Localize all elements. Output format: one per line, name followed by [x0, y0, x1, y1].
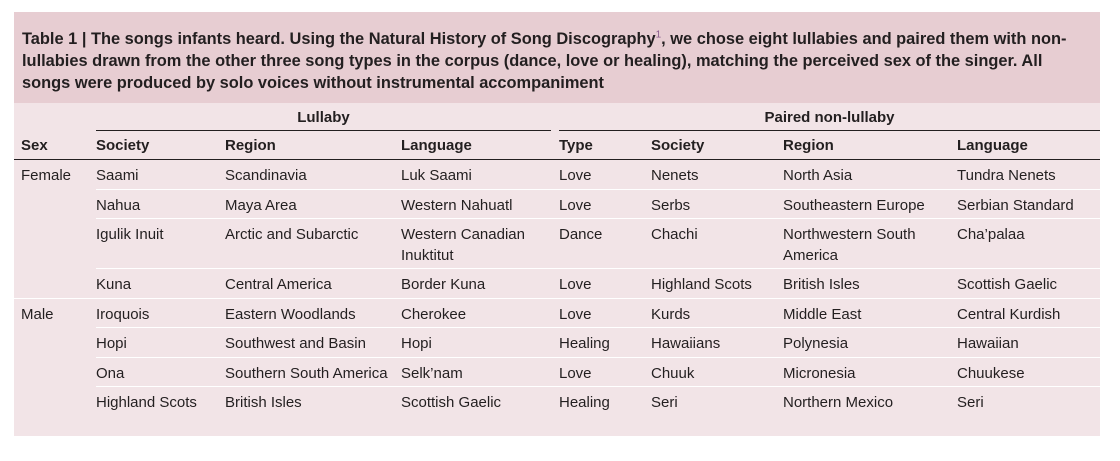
group-header-row: Lullaby Paired non-lullaby [14, 103, 1100, 131]
table-caption: Table 1 | The songs infants heard. Using… [14, 12, 1100, 103]
cell-type: Healing [559, 386, 651, 416]
cell-sex [14, 219, 96, 269]
cell-language: Western Nahuatl [401, 188, 551, 219]
table-row: Igulik Inuit Arctic and Subarctic Wester… [14, 218, 1100, 269]
cell-paired-region: Northwestern South America [783, 218, 957, 269]
table-row: Highland Scots British Isles Scottish Ga… [14, 386, 1100, 416]
cell-language: Border Kuna [401, 268, 551, 298]
cell-sex [14, 189, 96, 219]
cell-paired-language: Hawaiian [957, 327, 1100, 357]
cell-language: Cherokee [401, 297, 551, 328]
cell-paired-region: Northern Mexico [783, 386, 957, 416]
cell-language: Hopi [401, 327, 551, 357]
cell-paired-language: Cha’palaa [957, 218, 1100, 269]
cell-language: Scottish Gaelic [401, 386, 551, 416]
group-header-lullaby: Lullaby [96, 103, 551, 131]
cell-sex [14, 269, 96, 299]
cell-type: Dance [559, 218, 651, 269]
column-header-language: Language [401, 130, 551, 160]
cell-paired-region: Polynesia [783, 327, 957, 357]
cell-paired-society: Chuuk [651, 356, 783, 387]
column-header-sex: Sex [14, 130, 96, 160]
cell-region: Scandinavia [225, 167, 307, 184]
cell-paired-region: Middle East [783, 297, 957, 328]
cell-type: Love [559, 297, 651, 328]
cell-sex [14, 387, 96, 416]
column-header-paired-society: Society [651, 130, 783, 160]
cell-paired-region: British Isles [783, 268, 957, 298]
cell-region: Central America [225, 268, 401, 298]
cell-paired-region: Micronesia [783, 356, 957, 387]
cell-paired-society: Highland Scots [651, 268, 783, 298]
table-row: Kuna Central America Border Kuna Love Hi… [14, 268, 1100, 299]
table-row: Hopi Southwest and Basin Hopi Healing Ha… [14, 327, 1100, 358]
cell-region: Southwest and Basin [225, 327, 401, 357]
songs-table: Lullaby Paired non-lullaby Sex Society R… [14, 103, 1100, 416]
cell-sex: Male [14, 297, 96, 328]
cell-society: Igulik Inuit [96, 218, 225, 269]
cell-region: British Isles [225, 386, 401, 416]
cell-society: Kuna [96, 268, 225, 298]
cell-paired-society: Kurds [651, 297, 783, 328]
cell-paired-language: Tundra Nenets [957, 167, 1056, 184]
cell-region: Southern South America [225, 356, 401, 387]
cell-paired-language: Central Kurdish [957, 297, 1100, 328]
cell-society: Nahua [96, 188, 225, 219]
cell-type: Love [559, 356, 651, 387]
cell-type: Love [559, 188, 651, 219]
cell-language: Western Canadian Inuktitut [401, 218, 551, 269]
table-row: Female Saami Scandinavia Luk Saami Love … [14, 160, 1100, 190]
table-1: Table 1 | The songs infants heard. Using… [14, 12, 1100, 436]
cell-paired-language: Scottish Gaelic [957, 268, 1100, 298]
caption-text-cont: , we chose eight lullabies and paired th… [22, 30, 1067, 92]
cell-language: Luk Saami [401, 167, 472, 184]
table-row: Male Iroquois Eastern Woodlands Cherokee… [14, 297, 1100, 328]
caption-label: Table 1 | [22, 30, 87, 48]
cell-type: Healing [559, 327, 651, 357]
cell-type: Love [559, 268, 651, 298]
column-header-region: Region [225, 130, 401, 160]
cell-paired-society: Hawaiians [651, 327, 783, 357]
cell-society: Highland Scots [96, 386, 225, 416]
cell-language: Selk’nam [401, 356, 551, 387]
group-header-paired: Paired non-lullaby [559, 103, 1100, 131]
cell-paired-society: Nenets [651, 167, 699, 184]
table-row: Ona Southern South America Selk’nam Love… [14, 356, 1100, 387]
column-header-society: Society [96, 130, 225, 160]
cell-paired-language: Serbian Standard [957, 188, 1100, 219]
table-body: Female Saami Scandinavia Luk Saami Love … [14, 160, 1100, 416]
cell-paired-language: Chuukese [957, 356, 1100, 387]
cell-society: Ona [96, 356, 225, 387]
cell-paired-language: Seri [957, 386, 1100, 416]
cell-region: Maya Area [225, 188, 401, 219]
cell-region: Eastern Woodlands [225, 297, 401, 328]
cell-region: Arctic and Subarctic [225, 218, 401, 269]
cell-paired-society: Seri [651, 386, 783, 416]
cell-society: Hopi [96, 327, 225, 357]
cell-society: Saami [96, 167, 139, 184]
table-row: Nahua Maya Area Western Nahuatl Love Ser… [14, 188, 1100, 219]
cell-sex [14, 328, 96, 358]
caption-text: The songs infants heard. Using the Natur… [90, 30, 656, 48]
cell-sex: Female [21, 167, 72, 184]
cell-type: Love [559, 167, 592, 184]
cell-paired-society: Chachi [651, 218, 783, 269]
cell-paired-region: North Asia [783, 167, 853, 184]
column-header-paired-region: Region [783, 130, 957, 160]
cell-sex [14, 357, 96, 387]
cell-paired-society: Serbs [651, 188, 783, 219]
column-header-row: Sex Society Region Language Type Society… [14, 130, 1100, 160]
reference-link[interactable]: 1 [655, 29, 662, 41]
column-header-paired-language: Language [957, 130, 1100, 160]
cell-society: Iroquois [96, 297, 225, 328]
cell-paired-region: Southeastern Europe [783, 188, 957, 219]
column-header-type: Type [559, 130, 651, 160]
